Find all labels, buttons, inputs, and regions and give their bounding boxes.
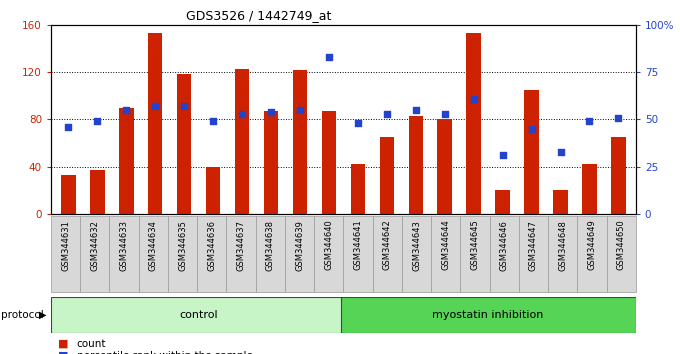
Bar: [314, 216, 343, 292]
Bar: [256, 216, 285, 292]
Text: GSM344639: GSM344639: [295, 220, 304, 270]
Text: GSM344640: GSM344640: [324, 220, 333, 270]
Bar: [177, 74, 191, 214]
Bar: [582, 165, 597, 214]
Bar: [577, 216, 607, 292]
Bar: [437, 119, 452, 214]
Text: GSM344637: GSM344637: [237, 220, 245, 271]
Point: [237, 111, 248, 116]
Point: [63, 124, 74, 130]
Bar: [109, 216, 139, 292]
Bar: [341, 297, 636, 333]
Bar: [285, 216, 314, 292]
Text: GSM344631: GSM344631: [61, 220, 70, 270]
Text: GSM344648: GSM344648: [558, 220, 567, 270]
Bar: [119, 108, 133, 214]
Text: percentile rank within the sample: percentile rank within the sample: [77, 351, 253, 354]
Bar: [322, 111, 336, 214]
Bar: [351, 165, 365, 214]
Bar: [431, 216, 460, 292]
Point: [150, 103, 160, 109]
Bar: [402, 216, 431, 292]
Bar: [90, 170, 105, 214]
Bar: [466, 33, 481, 214]
Text: GSM344644: GSM344644: [441, 220, 450, 270]
Bar: [51, 216, 80, 292]
Bar: [379, 137, 394, 214]
Bar: [148, 33, 163, 214]
Point: [613, 115, 624, 120]
Bar: [554, 190, 568, 214]
Bar: [524, 90, 539, 214]
Text: GSM344638: GSM344638: [266, 220, 275, 271]
Text: control: control: [180, 310, 218, 320]
Point: [266, 109, 277, 115]
Text: GSM344649: GSM344649: [588, 220, 596, 270]
Text: GDS3526 / 1442749_at: GDS3526 / 1442749_at: [186, 9, 331, 22]
Bar: [80, 216, 109, 292]
Text: GSM344641: GSM344641: [354, 220, 362, 270]
Bar: [607, 216, 636, 292]
Point: [439, 111, 450, 116]
Point: [410, 107, 421, 113]
Text: protocol: protocol: [1, 310, 44, 320]
Bar: [197, 216, 226, 292]
Bar: [61, 175, 75, 214]
Text: GSM344632: GSM344632: [90, 220, 99, 270]
Point: [92, 119, 103, 124]
Point: [381, 111, 392, 116]
Point: [526, 126, 537, 132]
Text: GSM344647: GSM344647: [529, 220, 538, 270]
Bar: [490, 216, 519, 292]
Bar: [235, 69, 250, 214]
Text: GSM344642: GSM344642: [383, 220, 392, 270]
Text: ■: ■: [58, 339, 68, 349]
Bar: [264, 111, 278, 214]
Text: GSM344646: GSM344646: [500, 220, 509, 270]
Point: [179, 103, 190, 109]
Text: ■: ■: [58, 351, 68, 354]
Text: GSM344636: GSM344636: [207, 220, 216, 271]
Bar: [226, 216, 256, 292]
Text: GSM344645: GSM344645: [471, 220, 479, 270]
Bar: [373, 216, 402, 292]
Point: [294, 107, 305, 113]
Text: GSM344643: GSM344643: [412, 220, 421, 270]
Point: [324, 54, 335, 60]
Bar: [409, 116, 423, 214]
Text: GSM344650: GSM344650: [617, 220, 626, 270]
Bar: [292, 70, 307, 214]
Text: GSM344634: GSM344634: [149, 220, 158, 270]
Bar: [51, 297, 346, 333]
Point: [584, 119, 595, 124]
Text: ▶: ▶: [39, 310, 47, 320]
Point: [555, 149, 566, 154]
Text: GSM344635: GSM344635: [178, 220, 187, 270]
Point: [497, 153, 508, 158]
Point: [469, 96, 479, 102]
Bar: [343, 216, 373, 292]
Bar: [139, 216, 168, 292]
Bar: [460, 216, 490, 292]
Point: [121, 107, 132, 113]
Bar: [168, 216, 197, 292]
Text: myostatin inhibition: myostatin inhibition: [432, 310, 544, 320]
Point: [352, 120, 363, 126]
Bar: [206, 167, 220, 214]
Text: GSM344633: GSM344633: [120, 220, 129, 271]
Point: [207, 119, 218, 124]
Bar: [519, 216, 548, 292]
Bar: [548, 216, 577, 292]
Bar: [496, 190, 510, 214]
Text: count: count: [77, 339, 106, 349]
Bar: [611, 137, 626, 214]
